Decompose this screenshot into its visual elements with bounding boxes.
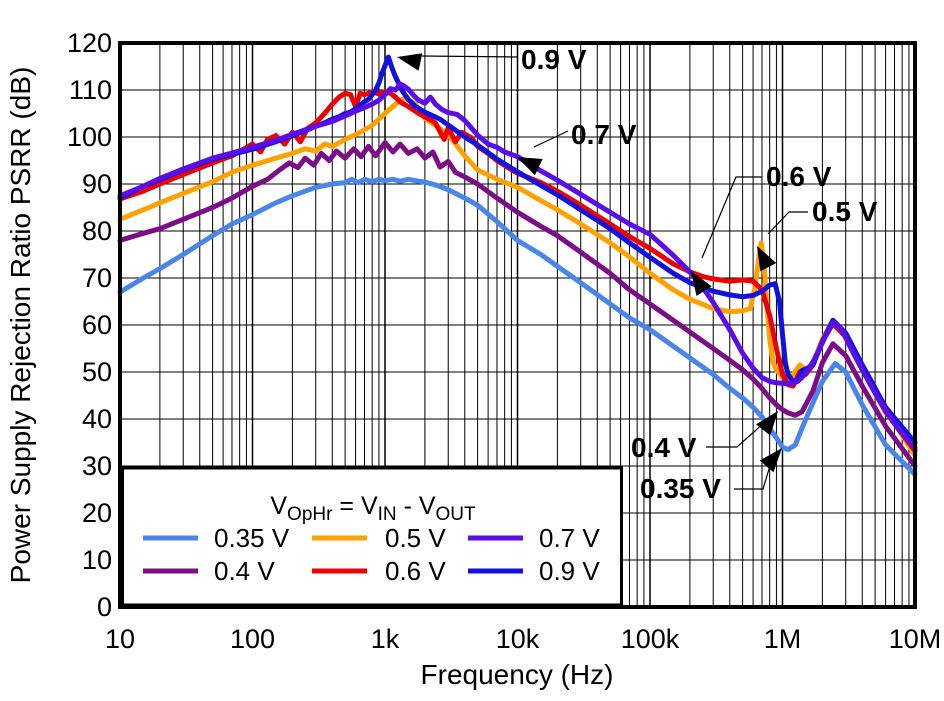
annotation-label: 0.7 V (571, 119, 637, 150)
y-tick-50: 50 (82, 357, 112, 387)
y-tick-0: 0 (97, 592, 112, 622)
legend-border (121, 466, 623, 607)
x-tick-10k: 10k (496, 624, 540, 654)
annotation-arrowhead (397, 53, 423, 71)
annotation-leader-line (421, 55, 519, 58)
y-axis-title: Power Supply Rejection Ratio PSRR (dB) (5, 67, 36, 584)
legend-label-0.6V: 0.6 V (385, 556, 446, 586)
annotation-arrowhead (757, 246, 777, 272)
annotation-leader-line (701, 176, 762, 259)
x-tick-100: 100 (230, 624, 275, 654)
y-tick-100: 100 (67, 122, 112, 152)
legend-label-0.7V: 0.7 V (539, 523, 600, 553)
annotation-arrowhead (517, 157, 543, 176)
y-tick-80: 80 (82, 216, 112, 246)
legend-label-0.5V: 0.5 V (385, 523, 446, 553)
curve-0.4V (117, 140, 918, 469)
x-tick-1k: 1k (371, 624, 400, 654)
y-tick-30: 30 (82, 451, 112, 481)
annotation-0.6V: 0.6 V (691, 161, 832, 296)
annotation-label: 0.35 V (640, 473, 721, 504)
plot-border (118, 41, 917, 609)
legend-label-0.35V: 0.35 V (214, 523, 290, 553)
annotation-arrowhead (759, 448, 782, 473)
curve-0.7V (117, 81, 918, 451)
curve-annotations: 0.9 V 0.7 V 0.6 V 0.5 V 0.4 V 0.35 V (397, 44, 878, 504)
x-axis-tick-labels: 10 100 1k 10k 100k 1M 10M (105, 624, 941, 654)
legend-title: VOpHr = VIN - VOUT (270, 492, 476, 525)
annotation-label: 0.4 V (631, 432, 697, 463)
x-tick-10: 10 (105, 624, 135, 654)
y-tick-20: 20 (82, 498, 112, 528)
y-tick-40: 40 (82, 404, 112, 434)
legend-label-0.4V: 0.4 V (214, 556, 275, 586)
y-axis-tick-labels: 0 10 20 30 40 50 60 70 80 90 100 110 120 (67, 28, 112, 622)
annotation-leader-line (706, 421, 766, 448)
annotation-leader-line (734, 458, 773, 490)
x-tick-10M: 10M (889, 624, 942, 654)
y-tick-10: 10 (82, 545, 112, 575)
y-tick-110: 110 (69, 75, 112, 105)
annotation-leader-line (533, 130, 569, 148)
y-tick-120: 120 (67, 28, 112, 58)
annotation-leader-line (767, 211, 808, 235)
data-curves (117, 54, 918, 477)
annotation-0.35V: 0.35 V (640, 448, 782, 504)
x-axis-title: Frequency (Hz) (421, 659, 614, 690)
annotation-0.7V: 0.7 V (517, 119, 637, 176)
y-tick-90: 90 (82, 169, 112, 199)
annotation-0.4V: 0.4 V (631, 411, 778, 463)
annotation-label: 0.6 V (766, 161, 832, 192)
x-tick-100k: 100k (621, 624, 680, 654)
y-tick-60: 60 (82, 310, 112, 340)
annotation-arrowhead (691, 271, 712, 296)
legend-label-0.9V: 0.9 V (539, 556, 600, 586)
annotation-arrowhead (756, 411, 778, 436)
annotation-0.9V: 0.9 V (397, 44, 587, 75)
y-tick-70: 70 (82, 263, 112, 293)
annotation-label: 0.9 V (521, 44, 587, 75)
curve-0.6V (117, 89, 918, 454)
annotation-label: 0.5 V (812, 196, 878, 227)
curve-0.35V (117, 176, 918, 477)
x-tick-1M: 1M (764, 624, 802, 654)
annotation-0.5V: 0.5 V (757, 196, 878, 272)
